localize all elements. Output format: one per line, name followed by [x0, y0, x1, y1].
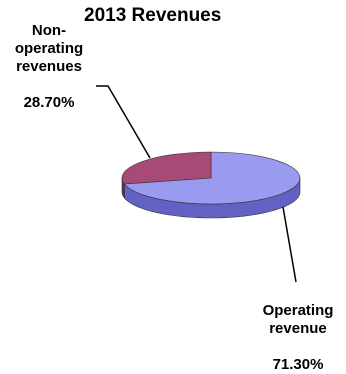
chart: 2013 Revenues Non-operating revenues 28.… — [4, 4, 334, 373]
slice-label-name: Operating revenue — [262, 302, 334, 337]
slice-label-non-operating: Non-operating revenues 28.70% — [4, 4, 94, 112]
pie-slice-1 — [121, 151, 212, 185]
slice-label-percent: 71.30% — [272, 356, 324, 373]
slice-label-name: Non-operating revenues — [14, 22, 84, 75]
leader-line-operating — [282, 206, 297, 283]
slice-label-operating: Operating revenue 71.30% — [246, 284, 346, 374]
pie-slice-0 — [123, 151, 301, 205]
slice-label-percent: 28.70% — [23, 94, 75, 111]
chart-title: 2013 Revenues — [84, 5, 222, 26]
leader-line-non-operating — [96, 85, 151, 159]
pie-chart — [96, 85, 301, 283]
